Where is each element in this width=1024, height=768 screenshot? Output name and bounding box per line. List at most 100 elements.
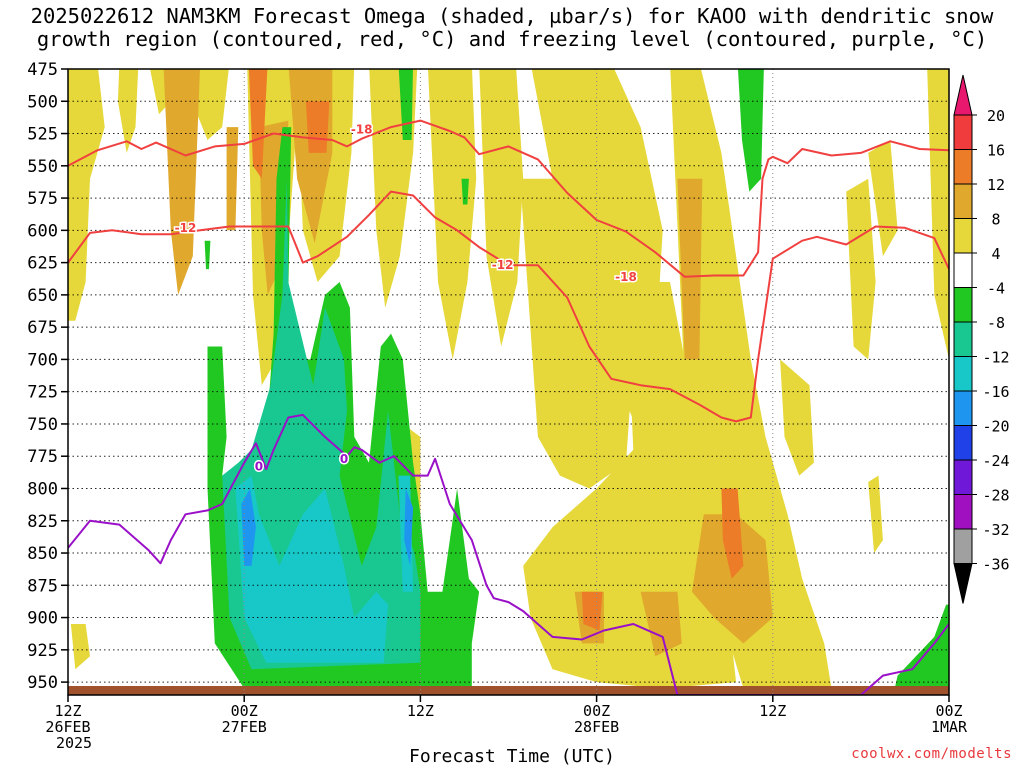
colorbar-seg-10	[953, 459, 973, 495]
colorbar-bottom-arrow	[953, 563, 973, 604]
ytick-label-750: 750	[27, 415, 58, 435]
ytick-label-500: 500	[27, 92, 58, 112]
omega-shade-region-7	[428, 69, 477, 360]
colorbar-label-11: -28	[982, 487, 1009, 505]
freezing-level-contour	[68, 413, 949, 695]
ytick-label-650: 650	[27, 286, 58, 306]
colorbar-label-10: -24	[982, 452, 1009, 470]
omega-shade-region-13	[780, 359, 814, 476]
omega-shade-region-1	[117, 69, 139, 153]
chart-title-line2: growth region (contoured, red, °C) and f…	[36, 27, 988, 51]
xtick-label-36-1: 12Z	[407, 702, 434, 720]
omega-shade-region-11	[523, 282, 737, 689]
freezing-label-1: 0	[255, 460, 263, 474]
colorbar-seg-6	[953, 321, 973, 357]
xtick-label-60-1: 12Z	[759, 702, 786, 720]
dgz-label-1: -18	[351, 123, 373, 137]
colorbar-seg-2	[953, 183, 973, 219]
chart-title-line1: 2025022612 NAM3KM Forecast Omega (shaded…	[30, 4, 994, 28]
omega-shade-region-8	[479, 69, 524, 347]
ytick-label-800: 800	[27, 479, 58, 499]
omega-shade-region-42	[404, 488, 414, 566]
ytick-label-875: 875	[27, 576, 58, 596]
omega-shade-region-39	[235, 475, 389, 663]
ytick-label-925: 925	[27, 641, 58, 661]
omega-shade-region-32	[737, 69, 764, 192]
colorbar-seg-9	[953, 425, 973, 461]
omega-shade-region-30	[721, 488, 744, 579]
freezing-label-2: 0	[340, 452, 348, 466]
colorbar-label-12: -32	[982, 521, 1009, 539]
colorbar-label-5: -4	[987, 280, 1005, 298]
omega-shade-region-23	[226, 127, 239, 231]
ytick-label-725: 725	[27, 383, 58, 403]
xtick-label-48-2: 28FEB	[574, 718, 619, 736]
ytick-label-550: 550	[27, 157, 58, 177]
colorbar-label-3: 8	[991, 211, 1000, 229]
colorbar-seg-11	[953, 494, 973, 530]
colorbar-label-2: 12	[987, 176, 1005, 194]
omega-shade-region-36	[204, 240, 211, 270]
colorbar-label-4: 4	[991, 245, 1000, 263]
pressure-axis: 475 500 525 550 575 600 625 650 675 700 725 750 775 8…	[27, 60, 68, 693]
omega-shade-region-37	[894, 604, 949, 689]
omega-shade-region-26	[640, 591, 682, 657]
omega-shade-region-17	[868, 475, 883, 553]
omega-shade-region-14	[846, 178, 876, 360]
colorbar-label-6: -8	[987, 314, 1005, 332]
contour-layer: -18 -12 -12 -18 0 0	[68, 119, 949, 695]
omega-shade-region-25	[692, 514, 773, 644]
omega-shading-layer	[68, 69, 949, 689]
omega-shade-region-31	[581, 591, 603, 631]
ytick-label-850: 850	[27, 544, 58, 564]
ytick-label-525: 525	[27, 125, 58, 145]
dgz-minus12-contour	[68, 190, 949, 423]
xtick-label-12-2: 26FEB	[45, 718, 90, 736]
xtick-label-24-2: 27FEB	[222, 718, 267, 736]
colorbar-top-arrow	[953, 74, 973, 116]
xtick-label-48-1: 00Z	[583, 702, 610, 720]
dgz-label-2: -12	[175, 221, 197, 235]
xtick-label-24-1: 00Z	[231, 702, 258, 720]
terrain-surface	[68, 686, 949, 695]
omega-shade-region-3	[193, 69, 229, 140]
ytick-label-900: 900	[27, 609, 58, 629]
grid-layer	[68, 69, 949, 695]
colorbar-seg-3	[953, 218, 973, 254]
colorbar-seg-12	[953, 528, 973, 564]
omega-shade-region-0	[68, 69, 105, 321]
ytick-label-700: 700	[27, 350, 58, 370]
ytick-label-675: 675	[27, 318, 58, 338]
colorbar-label-8: -16	[982, 383, 1009, 401]
omega-shade-region-24	[677, 178, 703, 360]
colorbar-seg-0	[953, 114, 973, 150]
omega-shade-region-41	[241, 488, 256, 566]
colorbar-label-0: 20	[987, 107, 1005, 125]
colorbar-seg-5	[953, 287, 973, 323]
colorbar-seg-7	[953, 356, 973, 392]
ytick-label-475: 475	[27, 60, 58, 80]
ytick-label-600: 600	[27, 221, 58, 241]
xtick-label-72-1: 00Z	[935, 702, 962, 720]
dgz-minus18-contour	[68, 119, 949, 278]
x-axis-title: Forecast Time (UTC)	[409, 746, 615, 767]
colorbar: 20 16 12 8 4 -4 -8 -12 -16 -20 -24 -28 -32 -36	[953, 74, 1010, 604]
colorbar-seg-1	[953, 149, 973, 185]
omega-shade-region-16	[927, 69, 949, 360]
ytick-label-950: 950	[27, 673, 58, 693]
colorbar-label-1: 16	[987, 142, 1005, 160]
colorbar-seg-4	[953, 252, 973, 288]
dgz-label-3: -12	[492, 258, 514, 272]
colorbar-label-9: -20	[982, 418, 1009, 436]
colorbar-label-7: -12	[982, 349, 1009, 367]
source-credit: coolwx.com/modelts	[851, 746, 1012, 762]
ytick-label-825: 825	[27, 512, 58, 532]
xtick-label-12-1: 12Z	[54, 702, 81, 720]
colorbar-seg-8	[953, 390, 973, 426]
plot-frame	[67, 68, 950, 696]
ytick-label-575: 575	[27, 189, 58, 209]
omega-shade-region-20	[163, 69, 200, 295]
colorbar-label-13: -36	[982, 556, 1009, 574]
